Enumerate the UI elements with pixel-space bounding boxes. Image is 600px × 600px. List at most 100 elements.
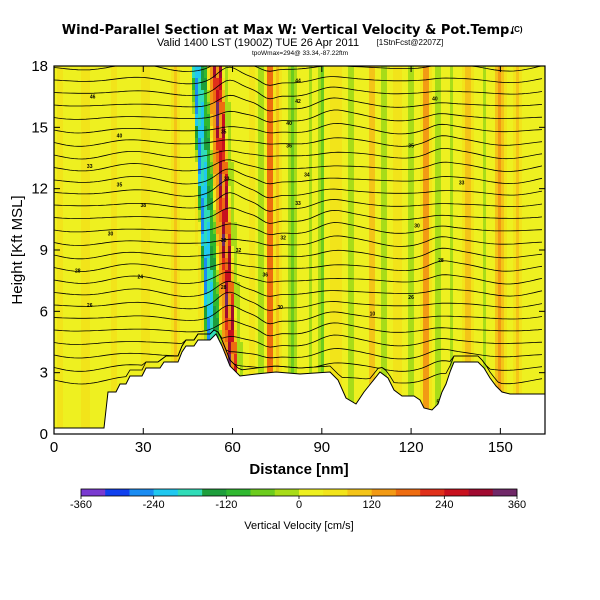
velocity-cell xyxy=(207,90,211,103)
velocity-cell xyxy=(132,102,136,115)
velocity-cell xyxy=(306,210,310,223)
velocity-cell xyxy=(129,102,133,115)
velocity-cell xyxy=(156,126,160,139)
velocity-cell xyxy=(459,126,463,139)
velocity-cell xyxy=(159,306,163,319)
velocity-cell xyxy=(465,66,469,79)
velocity-cell xyxy=(408,246,412,259)
velocity-cell xyxy=(189,222,193,235)
velocity-cell xyxy=(198,102,202,115)
velocity-cell xyxy=(231,126,235,139)
velocity-cell xyxy=(90,222,94,235)
velocity-cell xyxy=(261,186,265,199)
velocity-cell xyxy=(162,102,166,115)
velocity-cell xyxy=(414,150,418,163)
velocity-cell xyxy=(426,378,430,391)
velocity-cell xyxy=(153,294,157,307)
velocity-cell xyxy=(165,258,169,271)
velocity-cell xyxy=(180,270,184,283)
velocity-cell xyxy=(462,126,466,139)
velocity-cell xyxy=(153,306,157,319)
velocity-cell xyxy=(132,354,136,367)
velocity-cell xyxy=(174,210,178,223)
velocity-cell xyxy=(519,102,523,115)
velocity-cell xyxy=(462,246,466,259)
velocity-cell xyxy=(75,426,79,428)
velocity-cell xyxy=(366,234,370,247)
velocity-cell xyxy=(150,102,154,115)
velocity-cell xyxy=(330,318,334,331)
velocity-cell xyxy=(174,126,178,139)
velocity-cell xyxy=(162,330,166,343)
velocity-cell xyxy=(93,270,97,283)
velocity-cell xyxy=(369,294,373,307)
velocity-cell xyxy=(477,126,481,139)
velocity-cell xyxy=(75,366,79,379)
velocity-cell xyxy=(54,198,58,211)
velocity-cell xyxy=(96,270,100,283)
velocity-cell xyxy=(336,222,340,235)
velocity-cell xyxy=(258,366,262,379)
velocity-cell xyxy=(384,222,388,235)
velocity-cell xyxy=(372,210,376,223)
velocity-cell xyxy=(504,90,508,103)
velocity-cell xyxy=(447,330,451,343)
velocity-cell xyxy=(84,114,88,127)
velocity-cell xyxy=(438,342,442,355)
velocity-cell xyxy=(363,330,367,343)
velocity-cell xyxy=(213,114,217,127)
velocity-cell xyxy=(330,162,334,175)
velocity-cell xyxy=(354,330,358,343)
velocity-cell xyxy=(228,306,232,319)
velocity-cell xyxy=(204,318,208,331)
velocity-cell xyxy=(363,318,367,331)
velocity-cell xyxy=(285,354,289,367)
velocity-cell xyxy=(189,198,193,211)
velocity-cell xyxy=(366,246,370,259)
velocity-cell xyxy=(516,198,520,211)
velocity-cell xyxy=(93,234,97,247)
velocity-cell xyxy=(216,90,220,103)
velocity-cell xyxy=(321,342,325,355)
velocity-cell xyxy=(282,174,286,187)
velocity-cell xyxy=(228,126,232,139)
velocity-cell xyxy=(435,222,439,235)
velocity-cell xyxy=(387,126,391,139)
velocity-cell xyxy=(294,306,298,319)
velocity-cell xyxy=(426,330,430,343)
velocity-cell xyxy=(435,114,439,127)
velocity-cell xyxy=(399,378,403,391)
velocity-cell xyxy=(87,282,91,295)
velocity-cell xyxy=(318,270,322,283)
velocity-cell xyxy=(162,234,166,247)
velocity-cell xyxy=(153,246,157,259)
velocity-cell xyxy=(396,354,400,367)
velocity-cell xyxy=(162,126,166,139)
velocity-cell xyxy=(498,258,502,271)
velocity-cell xyxy=(168,90,172,103)
velocity-cell xyxy=(78,414,82,427)
velocity-cell xyxy=(501,66,505,79)
velocity-cell xyxy=(126,138,130,151)
velocity-cell xyxy=(108,126,112,139)
velocity-cell xyxy=(93,414,97,427)
velocity-cell xyxy=(120,246,124,259)
velocity-cell xyxy=(234,186,238,199)
velocity-cell xyxy=(321,306,325,319)
velocity-cell xyxy=(75,258,79,271)
velocity-cell xyxy=(528,354,532,367)
velocity-cell xyxy=(234,126,238,139)
velocity-cell xyxy=(528,246,532,259)
velocity-cell xyxy=(165,90,169,103)
velocity-cell xyxy=(363,282,367,295)
velocity-cell xyxy=(123,222,127,235)
velocity-cell xyxy=(477,78,481,91)
velocity-cell xyxy=(261,318,265,331)
velocity-cell xyxy=(279,354,283,367)
velocity-cell xyxy=(153,138,157,151)
velocity-cell xyxy=(474,138,478,151)
velocity-cell xyxy=(318,90,322,103)
velocity-cell xyxy=(252,90,256,103)
velocity-cell xyxy=(237,342,241,355)
velocity-cell xyxy=(126,294,130,307)
